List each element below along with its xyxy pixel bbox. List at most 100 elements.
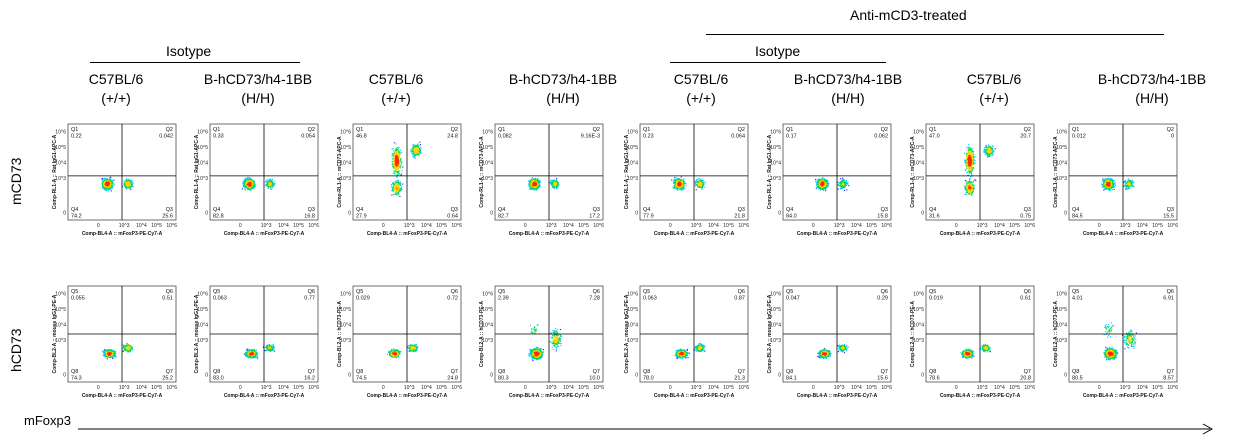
- quadrant-label: Q3: [738, 207, 745, 213]
- x-tick-label: 10^5: [723, 223, 734, 229]
- y-tick-label: 10^3: [913, 338, 924, 344]
- quadrant-value: 20.8: [1020, 376, 1031, 382]
- quadrant-value: 84.5: [1072, 214, 1083, 220]
- x-tick-label: 10^3: [1120, 223, 1131, 229]
- event-dots: [960, 343, 992, 360]
- y-tick-label: 10^3: [197, 176, 208, 182]
- quadrant-value: 0.062: [874, 134, 888, 140]
- y-tick-label: 0: [778, 210, 781, 216]
- y-tick-label: 10^4: [770, 160, 781, 166]
- x-axis-title: Comp-BL4-A :: mFoxP3-PE-Cy7-A: [940, 231, 1021, 237]
- x-axis-title: Comp-BL4-A :: mFoxP3-PE-Cy7-A: [797, 393, 878, 399]
- quadrant-value: 83.0: [213, 376, 224, 382]
- x-tick-label: 10^3: [119, 385, 130, 391]
- quadrant-label: Q1: [1072, 127, 1079, 133]
- quadrant-label: Q2: [451, 127, 458, 133]
- isotype-left-rule: [90, 62, 300, 63]
- x-tick-label: 10^4: [563, 385, 574, 391]
- y-axis-title: Comp-BL2-A :: mouse IgG1-PE-A: [194, 294, 200, 373]
- quadrant-label: Q7: [308, 369, 315, 375]
- quadrant-value: 0.047: [786, 296, 800, 302]
- quadrant-label: Q8: [786, 369, 793, 375]
- quadrant-value: 0.054: [301, 134, 315, 140]
- event-dots: [101, 176, 134, 192]
- column-header-genotype: (+/+): [101, 90, 131, 106]
- row-label-hcd73: hCD73: [8, 328, 24, 372]
- quadrant-value: 0.064: [731, 134, 745, 140]
- y-tick-label: 0: [348, 372, 351, 378]
- y-axis-title: Comp-RL1-A :: Rat IgG1-APC-A: [52, 134, 58, 209]
- y-tick-label: 0: [63, 210, 66, 216]
- y-tick-label: 10^4: [1056, 322, 1067, 328]
- y-tick-label: 0: [348, 210, 351, 216]
- event-dots: [674, 343, 706, 360]
- column-header-strain: B-hCD73/h4-1BB: [1097, 71, 1207, 87]
- y-tick-label: 10^3: [770, 338, 781, 344]
- x-tick-label: 10^6: [881, 385, 892, 391]
- isotype-right-rule: [670, 62, 886, 63]
- y-tick-label: 10^3: [1056, 338, 1067, 344]
- x-tick-label: 0: [97, 385, 100, 391]
- y-tick-label: 10^6: [1056, 292, 1067, 298]
- quadrant-label: Q5: [1072, 289, 1079, 295]
- y-tick-label: 0: [1064, 372, 1067, 378]
- quadrant-label: Q1: [786, 127, 793, 133]
- quadrant-value: 0.51: [162, 296, 173, 302]
- x-tick-label: 10^4: [708, 223, 719, 229]
- y-tick-label: 10^4: [913, 322, 924, 328]
- quadrant-value: 20.7: [1020, 134, 1031, 140]
- x-tick-label: 10^3: [977, 385, 988, 391]
- x-tick-label: 10^4: [1137, 223, 1148, 229]
- column-header-genotype: (H/H): [831, 90, 865, 106]
- quadrant-label: Q5: [929, 289, 936, 295]
- y-tick-label: 10^3: [55, 176, 66, 182]
- x-tick-label: 10^6: [593, 385, 604, 391]
- quadrant-value: 0.72: [447, 296, 458, 302]
- quadrant-value: 16.8: [304, 214, 315, 220]
- quadrant-value: 8.57: [1163, 376, 1174, 382]
- y-tick-label: 10^3: [55, 338, 66, 344]
- x-axis-title: Comp-BL4-A :: mFoxP3-PE-Cy7-A: [224, 393, 305, 399]
- quadrant-label: Q1: [213, 127, 220, 133]
- y-tick-label: 10^4: [1056, 160, 1067, 166]
- quadrant-value: 0.33: [213, 134, 224, 140]
- quadrant-value: 0.063: [643, 296, 657, 302]
- y-tick-label: 10^5: [197, 145, 208, 151]
- quadrant-label: Q5: [786, 289, 793, 295]
- quadrant-value: 74.5: [356, 376, 367, 382]
- x-tick-label: 10^5: [293, 385, 304, 391]
- y-tick-label: 10^4: [55, 322, 66, 328]
- y-tick-label: 10^4: [627, 160, 638, 166]
- quadrant-value: 15.5: [1163, 214, 1174, 220]
- y-tick-label: 10^3: [1056, 176, 1067, 182]
- quadrant-label: Q6: [1167, 289, 1174, 295]
- quadrant-label: Q6: [451, 289, 458, 295]
- quadrant-value: 78.0: [643, 376, 654, 382]
- quadrant-label: Q7: [1167, 369, 1174, 375]
- x-tick-label: 10^6: [308, 385, 319, 391]
- x-tick-label: 0: [812, 223, 815, 229]
- quadrant-value: 0.019: [929, 296, 943, 302]
- event-dots: [390, 141, 422, 198]
- y-tick-label: 10^6: [770, 292, 781, 298]
- quadrant-value: 0.063: [213, 296, 227, 302]
- y-axis-title: Comp-RL1-A :: mCD73-APC-A: [337, 136, 343, 208]
- column-header-strain: C57BL/6: [673, 71, 729, 87]
- quadrant-label: Q4: [929, 207, 936, 213]
- y-tick-label: 10^5: [913, 307, 924, 313]
- anti-mcd3-treated-label: Anti-mCD3-treated: [850, 7, 967, 23]
- quadrant-label: Q6: [1024, 289, 1031, 295]
- quadrant-value: 21.8: [734, 214, 745, 220]
- quadrant-value: 25.2: [162, 376, 173, 382]
- y-axis-title: Comp-BL2-A :: mouse IgG1-PE-A: [767, 294, 773, 373]
- y-tick-label: 0: [490, 372, 493, 378]
- y-axis-title: Comp-BL2-A :: hCD73-PE-A: [479, 301, 485, 367]
- y-tick-label: 0: [205, 210, 208, 216]
- x-tick-label: 10^4: [136, 223, 147, 229]
- y-tick-label: 10^3: [197, 338, 208, 344]
